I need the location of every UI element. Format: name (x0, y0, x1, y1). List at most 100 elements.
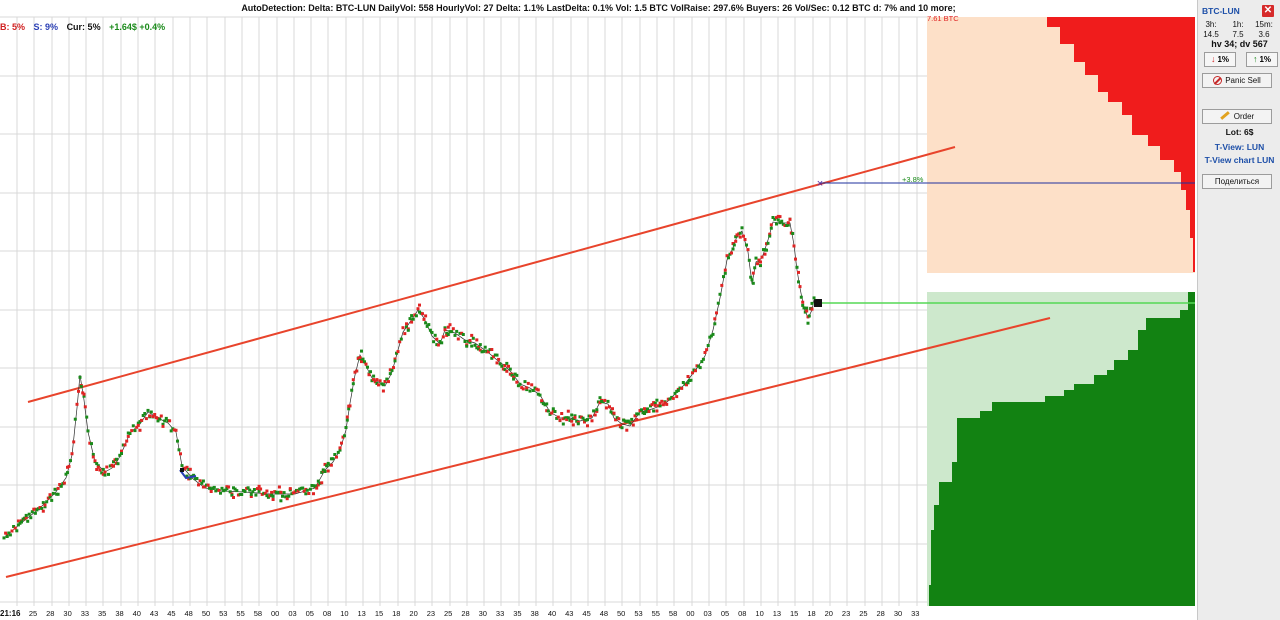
time-tick-label: 38 (531, 609, 539, 618)
trade-point (180, 464, 184, 468)
trade-point (424, 321, 428, 325)
trade-point (773, 217, 777, 221)
trade-point (418, 303, 421, 307)
trade-point (678, 386, 682, 390)
legend-sell: S: 9% (33, 22, 59, 32)
trade-point (59, 484, 63, 488)
trade-point (625, 420, 629, 424)
trade-point (166, 419, 170, 423)
trade-point (308, 487, 312, 491)
trade-point (543, 403, 547, 407)
trade-point (8, 533, 12, 537)
trade-point (801, 300, 805, 304)
trade-point (32, 507, 36, 511)
trade-point (130, 429, 134, 433)
trade-point (23, 516, 27, 520)
trade-point (650, 403, 654, 407)
trade-point (749, 275, 753, 279)
trade-point (470, 333, 474, 337)
trade-point (565, 416, 569, 420)
close-button[interactable]: ✕ (1262, 5, 1274, 17)
trade-point (581, 416, 585, 420)
trade-point (655, 398, 659, 402)
trade-point (95, 468, 99, 471)
trade-point (720, 283, 724, 287)
trade-point (615, 416, 619, 420)
trade-point (38, 506, 42, 509)
trade-point (136, 421, 140, 425)
tview-link[interactable]: T-View: LUN (1214, 142, 1265, 152)
trade-point (416, 307, 420, 311)
trade-point (126, 434, 130, 438)
trade-point (230, 493, 234, 497)
time-tick-label: 28 (461, 609, 469, 618)
trade-point (709, 334, 713, 338)
trade-point (643, 412, 646, 415)
trade-point (413, 313, 417, 317)
trade-point (483, 345, 487, 349)
trade-point (538, 393, 542, 397)
trade-point (430, 331, 434, 334)
trade-point (338, 446, 342, 450)
panic-sell-button[interactable]: Panic Sell (1202, 73, 1272, 88)
trade-point (751, 271, 755, 275)
trade-point (208, 486, 212, 490)
trade-point (737, 232, 741, 236)
trade-point (686, 375, 690, 378)
time-tick-label: 28 (877, 609, 885, 618)
trade-point (691, 371, 694, 375)
trade-point (791, 232, 795, 235)
trade-point (172, 428, 176, 432)
trade-point (364, 362, 368, 366)
trade-point (743, 238, 747, 241)
trade-point (435, 337, 439, 341)
trade-point (123, 443, 127, 447)
time-tick-label: 00 (271, 609, 279, 618)
trade-point (769, 226, 773, 230)
share-button[interactable]: Поделиться (1202, 174, 1272, 189)
trade-point (40, 507, 44, 510)
chart-overlays: 7.61 BTC +3.8% (902, 14, 959, 184)
trade-point (366, 365, 369, 369)
trade-point (381, 389, 385, 393)
trade-point (48, 493, 52, 497)
trade-point (235, 489, 239, 493)
trade-point (661, 403, 665, 407)
trade-point (670, 395, 674, 399)
trade-point (723, 268, 727, 272)
trade-point (343, 434, 346, 438)
trade-point (776, 214, 780, 218)
trade-point (387, 380, 390, 384)
trade-point (490, 356, 494, 360)
down-percent-button[interactable]: ↓ 1% (1204, 52, 1236, 67)
trade-point (257, 484, 261, 488)
price-chart[interactable]: × 7.61 BTC +3.8% 21:16 25 28 30 33 35 38 40 43 4… (0, 0, 1197, 620)
trade-point (561, 417, 565, 421)
trade-point (101, 472, 105, 476)
order-button[interactable]: Order (1202, 109, 1272, 124)
trade-point (738, 231, 742, 235)
time-tick-label: 45 (167, 609, 175, 618)
tview-chart-link[interactable]: T-View chart LUN (1204, 155, 1275, 165)
time-tick-label: 28 (46, 609, 54, 618)
trade-point (351, 382, 355, 386)
trade-point (421, 312, 424, 316)
up-percent-button[interactable]: ↑ 1% (1246, 52, 1278, 67)
trade-point (335, 455, 338, 459)
panic-sell-label: Panic Sell (1225, 76, 1261, 85)
trade-point (695, 364, 699, 368)
trade-point (550, 411, 554, 415)
trade-point (390, 368, 394, 372)
trade-point (505, 369, 509, 373)
time-tick-label: 10 (340, 609, 348, 618)
trade-point (686, 381, 690, 385)
trade-point (192, 473, 196, 477)
trade-point (505, 361, 509, 365)
timeframe-3h: 3h: 14.5 (1199, 20, 1223, 40)
trade-point (705, 348, 709, 352)
trade-point (647, 410, 651, 413)
trade-point (329, 463, 333, 467)
time-tick-label: 30 (479, 609, 487, 618)
trade-point (681, 381, 685, 384)
trade-point (812, 296, 816, 300)
